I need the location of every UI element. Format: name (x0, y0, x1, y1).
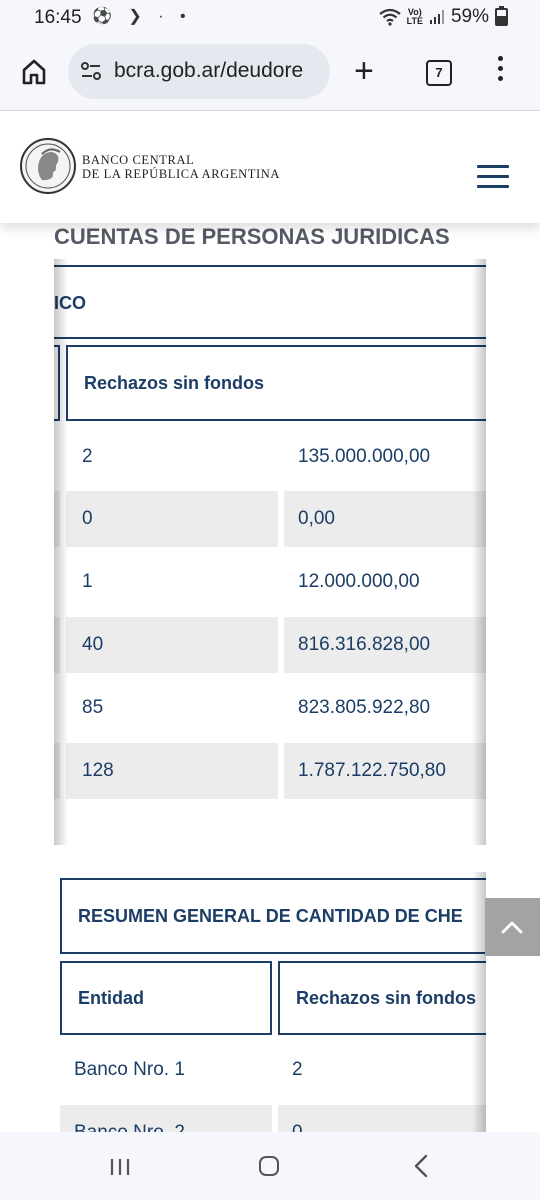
table-title: ICO (54, 293, 87, 313)
rejection-count: 1 (82, 571, 93, 592)
column-header-label: Rechazos sin fondos (84, 373, 265, 393)
table-row: 1 12.000.000,00 (54, 554, 486, 610)
table-title-row: RESUMEN GENERAL DE CANTIDAD DE CHE (60, 878, 486, 954)
rejection-count: 2 (292, 1059, 303, 1080)
table-row: 0 0,00 (54, 491, 486, 547)
column-header-cell: Entidad (60, 961, 272, 1035)
rejection-amount: 816.316.828,00 (298, 634, 431, 655)
notification-icons: ⚽ ❯ · • (92, 8, 192, 25)
status-indicators: Vo) LTE 59% (378, 6, 508, 28)
battery-icon (495, 6, 508, 26)
scroll-shadow-right (472, 259, 486, 845)
bcra-seal-logo[interactable] (20, 138, 76, 194)
rejection-count: 2 (82, 446, 93, 467)
entity-name: Banco Nro. 1 (74, 1059, 185, 1080)
browser-toolbar: bcra.gob.ar/deudore + 7 (0, 36, 540, 111)
rejection-amount: 12.000.000,00 (298, 571, 420, 592)
rejection-count: 128 (82, 760, 114, 781)
table-row: Banco Nro. 1 2 (60, 1042, 486, 1098)
column-header-label: Rechazos sin fondos (296, 988, 477, 1008)
back-icon[interactable] (412, 1154, 430, 1178)
battery-percent: 59% (450, 6, 489, 27)
new-tab-button[interactable]: + (354, 52, 374, 90)
column-header-cell: Rechazos sin fondos (278, 961, 486, 1035)
table-row: 40 816.316.828,00 (54, 617, 486, 673)
site-settings-icon[interactable] (80, 60, 102, 82)
url-text[interactable]: bcra.gob.ar/deudore (114, 59, 304, 82)
column-header-cell (54, 345, 60, 421)
summary-table[interactable]: RESUMEN GENERAL DE CANTIDAD DE CHE Entid… (60, 878, 486, 1132)
rejection-amount: 0,00 (298, 508, 335, 529)
table-row: 85 823.805.922,80 (54, 680, 486, 736)
rejection-count: 0 (292, 1122, 303, 1132)
column-header-cell: Rechazos sin fondos (66, 345, 486, 421)
status-bar: 16:45 ⚽ ❯ · • Vo) LTE 59% (0, 0, 540, 36)
address-bar[interactable]: bcra.gob.ar/deudore (68, 44, 330, 99)
rejection-count: 0 (82, 508, 93, 529)
table-title: RESUMEN GENERAL DE CANTIDAD DE CHE (78, 906, 463, 926)
column-header-label: Entidad (78, 988, 144, 1008)
bcra-wordmark[interactable]: BANCO CENTRAL DE LA REPÚBLICA ARGENTINA (82, 153, 280, 181)
table-title-row: ICO (54, 265, 486, 339)
home-button-icon[interactable] (259, 1156, 279, 1176)
more-menu-icon[interactable] (498, 56, 504, 86)
wifi-icon (378, 8, 401, 26)
clock: 16:45 (34, 7, 82, 28)
signal-icon (429, 10, 444, 24)
table-row: Banco Nro. 2 0 (60, 1105, 486, 1132)
section-title: CUENTAS DE PERSONAS JURIDICAS (54, 224, 450, 249)
menu-icon[interactable] (477, 165, 509, 195)
scroll-shadow-left (54, 259, 68, 845)
scroll-to-top-button[interactable] (485, 898, 540, 956)
rejection-amount: 135.000.000,00 (298, 446, 431, 467)
scroll-shadow-right (472, 872, 486, 1132)
recents-icon[interactable] (109, 1158, 131, 1176)
rejection-count: 85 (82, 697, 104, 718)
chevron-up-icon (501, 921, 523, 934)
table-row: 128 1.787.122.750,80 (54, 743, 486, 799)
tab-switcher-button[interactable]: 7 (426, 60, 452, 86)
entity-name: Banco Nro. 2 (74, 1122, 185, 1132)
table-row: 2 135.000.000,00 (54, 429, 486, 485)
system-navigation-bar (0, 1132, 540, 1200)
rejection-amount: 823.805.922,80 (298, 697, 431, 718)
rejection-amount: 1.787.122.750,80 (298, 760, 446, 781)
volte-icon: Vo) LTE (406, 7, 423, 26)
site-header: BANCO CENTRAL DE LA REPÚBLICA ARGENTINA (0, 111, 540, 223)
debtors-table[interactable]: ICO Rechazos sin fondos 2 135.000.000,00… (54, 259, 486, 845)
rejection-count: 40 (82, 634, 104, 655)
home-icon[interactable] (20, 58, 48, 86)
